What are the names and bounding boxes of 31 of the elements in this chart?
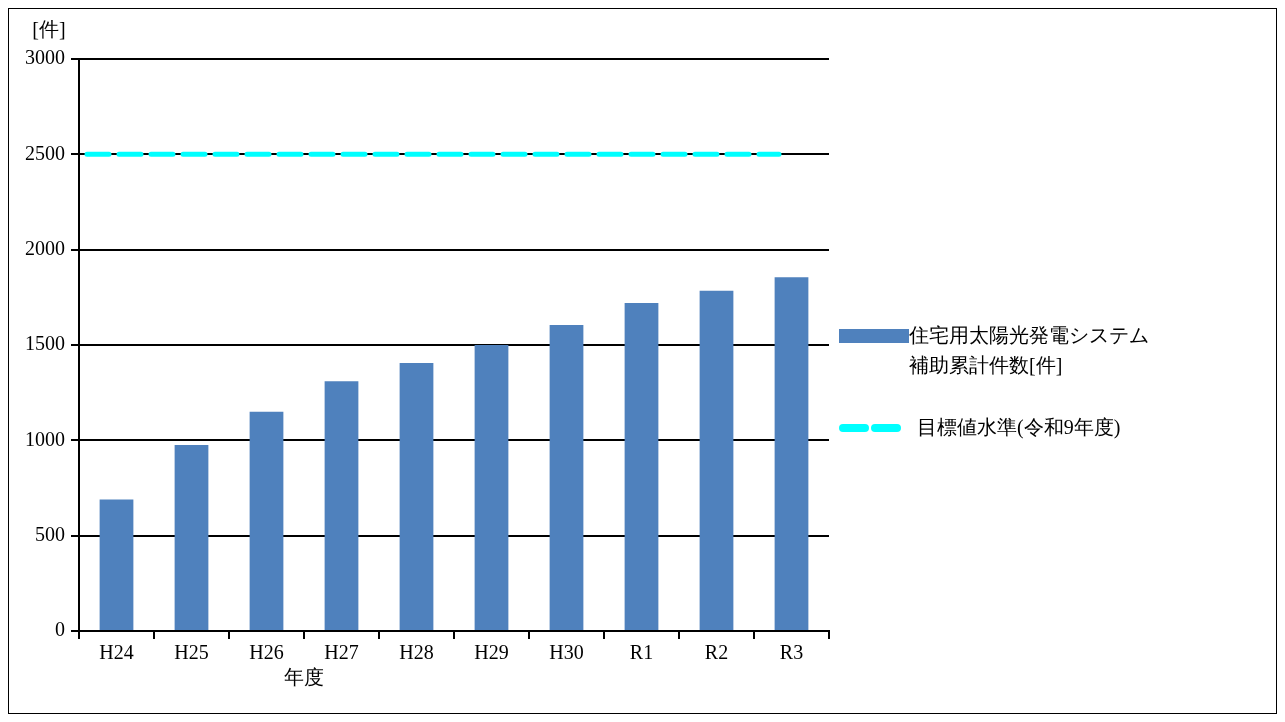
bar	[474, 345, 509, 630]
bar	[699, 290, 734, 630]
y-tick-label: 500	[35, 522, 65, 545]
y-tick-label: 0	[55, 618, 65, 641]
legend-label: 住宅用太陽光発電システム補助累計件数[件]	[909, 323, 1150, 378]
x-tick-label: H24	[99, 641, 134, 664]
x-tick-label: R1	[629, 641, 654, 664]
y-tick-label: 2500	[25, 141, 65, 164]
x-tick-label: H25	[174, 641, 209, 664]
y-tick-label: 2000	[25, 236, 65, 259]
y-tick-label: 3000	[25, 46, 65, 69]
x-tick-label: H27	[324, 641, 359, 664]
bar	[774, 277, 809, 630]
x-tick-label: H26	[249, 641, 284, 664]
legend-label: 目標値水準(令和9年度)	[917, 415, 1121, 441]
bar	[399, 363, 434, 630]
bar	[624, 303, 659, 630]
bar	[249, 411, 284, 630]
y-tick-label: 1500	[25, 332, 65, 355]
x-tick-label: H30	[549, 641, 584, 664]
y-axis-title: [件]	[32, 18, 66, 41]
x-tick-label: H28	[399, 641, 434, 664]
bar	[174, 445, 209, 630]
bar	[549, 324, 584, 630]
bar	[99, 499, 134, 630]
y-tick-label: 1000	[25, 427, 65, 450]
x-axis-title: 年度	[284, 666, 324, 689]
x-tick-label: R2	[704, 641, 729, 664]
bar	[324, 381, 359, 630]
x-tick-label: R3	[779, 641, 804, 664]
x-tick-label: H29	[474, 641, 509, 664]
